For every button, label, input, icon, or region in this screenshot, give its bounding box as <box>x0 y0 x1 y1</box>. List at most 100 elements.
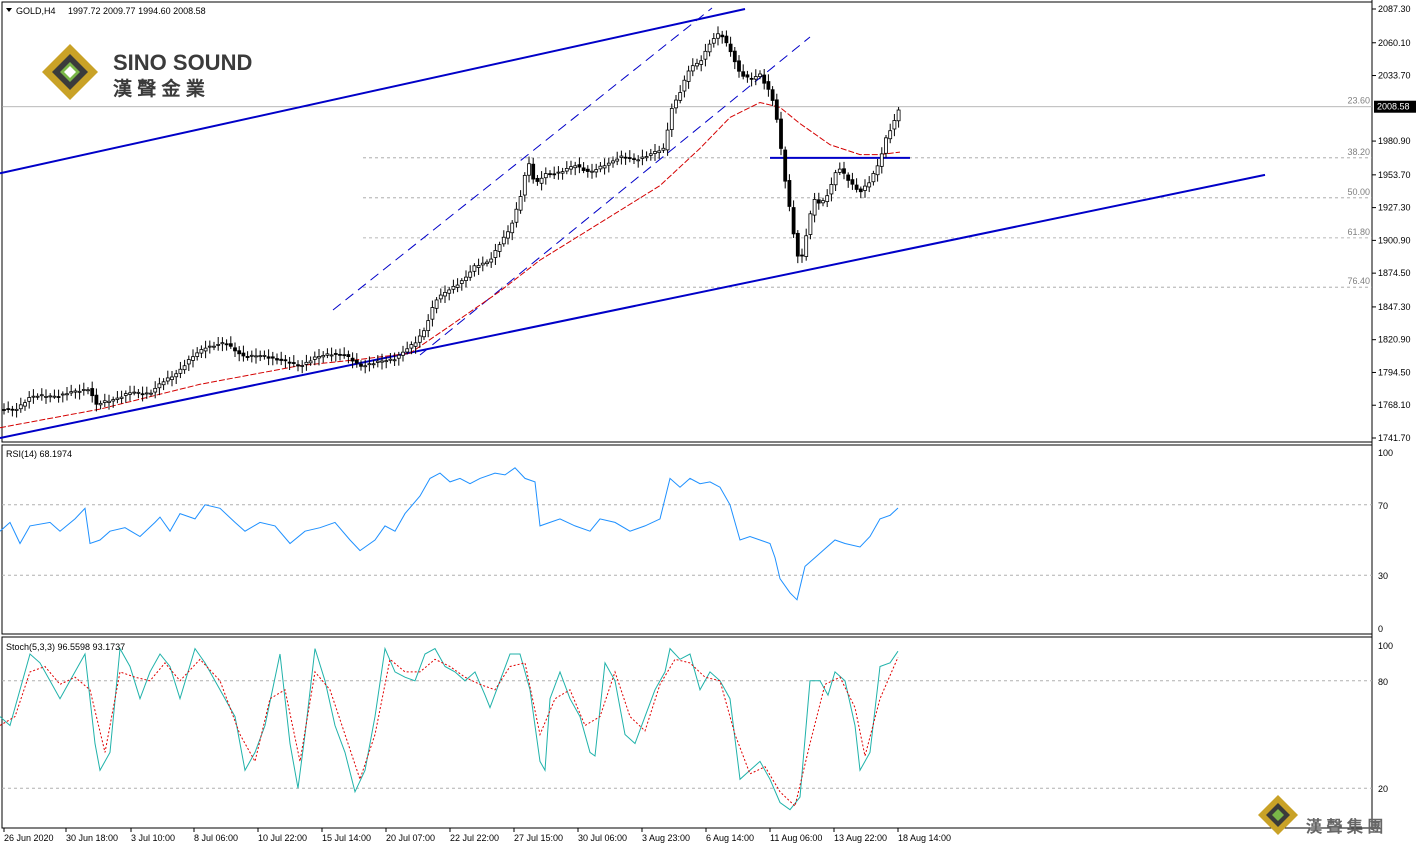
stoch-pane[interactable] <box>1 636 1373 829</box>
candle-body <box>174 373 179 378</box>
time-axis-label: 26 Jun 2020 <box>4 833 54 843</box>
candle-body <box>438 294 443 300</box>
candle-body <box>795 232 800 257</box>
candle-body <box>472 265 477 272</box>
candle-body <box>627 157 632 159</box>
candle-body <box>249 354 254 357</box>
candle-body <box>2 409 6 411</box>
candle-body <box>102 400 107 403</box>
price-axis-label: 1927.30 <box>1378 203 1411 213</box>
candle-body <box>858 188 863 193</box>
candle-body <box>153 387 158 393</box>
candle-body <box>119 396 124 399</box>
rsi-axis-label: 0 <box>1378 624 1383 634</box>
rsi-axis-label: 70 <box>1378 501 1388 511</box>
candle-body <box>644 156 649 159</box>
candle-body <box>115 397 120 400</box>
candle-body <box>522 174 527 196</box>
time-axis-label: 8 Jul 06:00 <box>194 833 238 843</box>
footer-brand-chinese: 漢 聲 集 團 <box>1306 817 1383 836</box>
candle-body <box>640 156 645 159</box>
candle-body <box>833 172 838 186</box>
candle-body <box>199 349 204 354</box>
candle-body <box>468 271 473 278</box>
candle-body <box>812 199 817 216</box>
candle-body <box>573 165 578 169</box>
candle-body <box>577 164 582 168</box>
candle-body <box>291 362 296 364</box>
candle-body <box>497 244 502 252</box>
candle-body <box>18 404 23 410</box>
candle-body <box>300 365 305 367</box>
candle-body <box>6 408 11 411</box>
candle-body <box>342 354 347 357</box>
candle-body <box>770 89 775 101</box>
candle-body <box>333 353 338 355</box>
menu-triangle-icon[interactable] <box>6 8 12 12</box>
candle-body <box>611 160 615 164</box>
candle-body <box>178 368 183 374</box>
candle-body <box>728 43 733 53</box>
stoch-axis-label: 20 <box>1378 784 1388 794</box>
candle-body <box>90 388 95 397</box>
candle-body <box>86 389 90 392</box>
candle-body <box>317 356 321 359</box>
fib-level-label: 61.80 <box>1347 227 1370 237</box>
candle-body <box>338 353 342 356</box>
candle-body <box>464 276 468 281</box>
candle-body <box>107 400 111 403</box>
candle-body <box>506 231 510 239</box>
candle-body <box>615 158 620 162</box>
candle-body <box>422 330 426 338</box>
candle-body <box>745 74 750 78</box>
candle-body <box>896 109 901 122</box>
candle-body <box>779 118 783 149</box>
time-axis-label: 10 Jul 22:00 <box>258 833 307 843</box>
candle-body <box>518 196 523 211</box>
price-axis-label: 2060.10 <box>1378 38 1411 48</box>
candle-body <box>447 289 452 294</box>
candle-body <box>140 393 145 396</box>
candle-body <box>682 79 687 92</box>
candle-body <box>228 343 233 347</box>
candle-body <box>279 358 284 361</box>
candle-body <box>258 355 263 358</box>
candle-body <box>65 393 69 396</box>
fib-level-label: 38.20 <box>1347 147 1370 157</box>
time-axis-label: 6 Aug 14:00 <box>706 833 754 843</box>
candle-body <box>363 365 368 368</box>
candle-body <box>207 345 212 348</box>
candle-body <box>564 168 569 172</box>
axis-labels: 2087.30 2060.10 2033.70 1980.90 1953.70 1927.… <box>3 4 1416 843</box>
candle-body <box>774 99 779 120</box>
candle-body <box>753 76 758 80</box>
moving-average-line <box>0 101 901 429</box>
candle-body <box>203 347 208 352</box>
candle-body <box>233 347 237 352</box>
rsi-pane[interactable] <box>1 444 1373 635</box>
candle-body <box>380 360 384 363</box>
time-axis-label: 30 Jul 06:00 <box>578 833 627 843</box>
candle-body <box>48 395 53 398</box>
stoch-k-line <box>0 646 899 811</box>
stoch-axis-label: 100 <box>1378 641 1393 651</box>
candle-body <box>816 199 821 204</box>
candle-body <box>459 280 464 284</box>
candle-body <box>23 402 27 407</box>
candle-body <box>556 171 561 174</box>
candle-body <box>707 43 712 53</box>
candle-body <box>678 92 683 101</box>
sino-sound-logo: SINO SOUND 漢 聲 金 業 <box>42 44 252 100</box>
candle-body <box>413 342 418 347</box>
candle-body <box>716 33 720 39</box>
candle-body <box>275 358 279 361</box>
price-axis-label: 1900.90 <box>1378 235 1411 245</box>
candle-body <box>485 261 489 265</box>
candle-body <box>31 395 36 398</box>
candle-body <box>581 167 586 171</box>
price-axis-label: 1953.70 <box>1378 170 1411 180</box>
candle-body <box>220 342 225 345</box>
candle-body <box>699 60 704 65</box>
candle-body <box>128 392 132 395</box>
